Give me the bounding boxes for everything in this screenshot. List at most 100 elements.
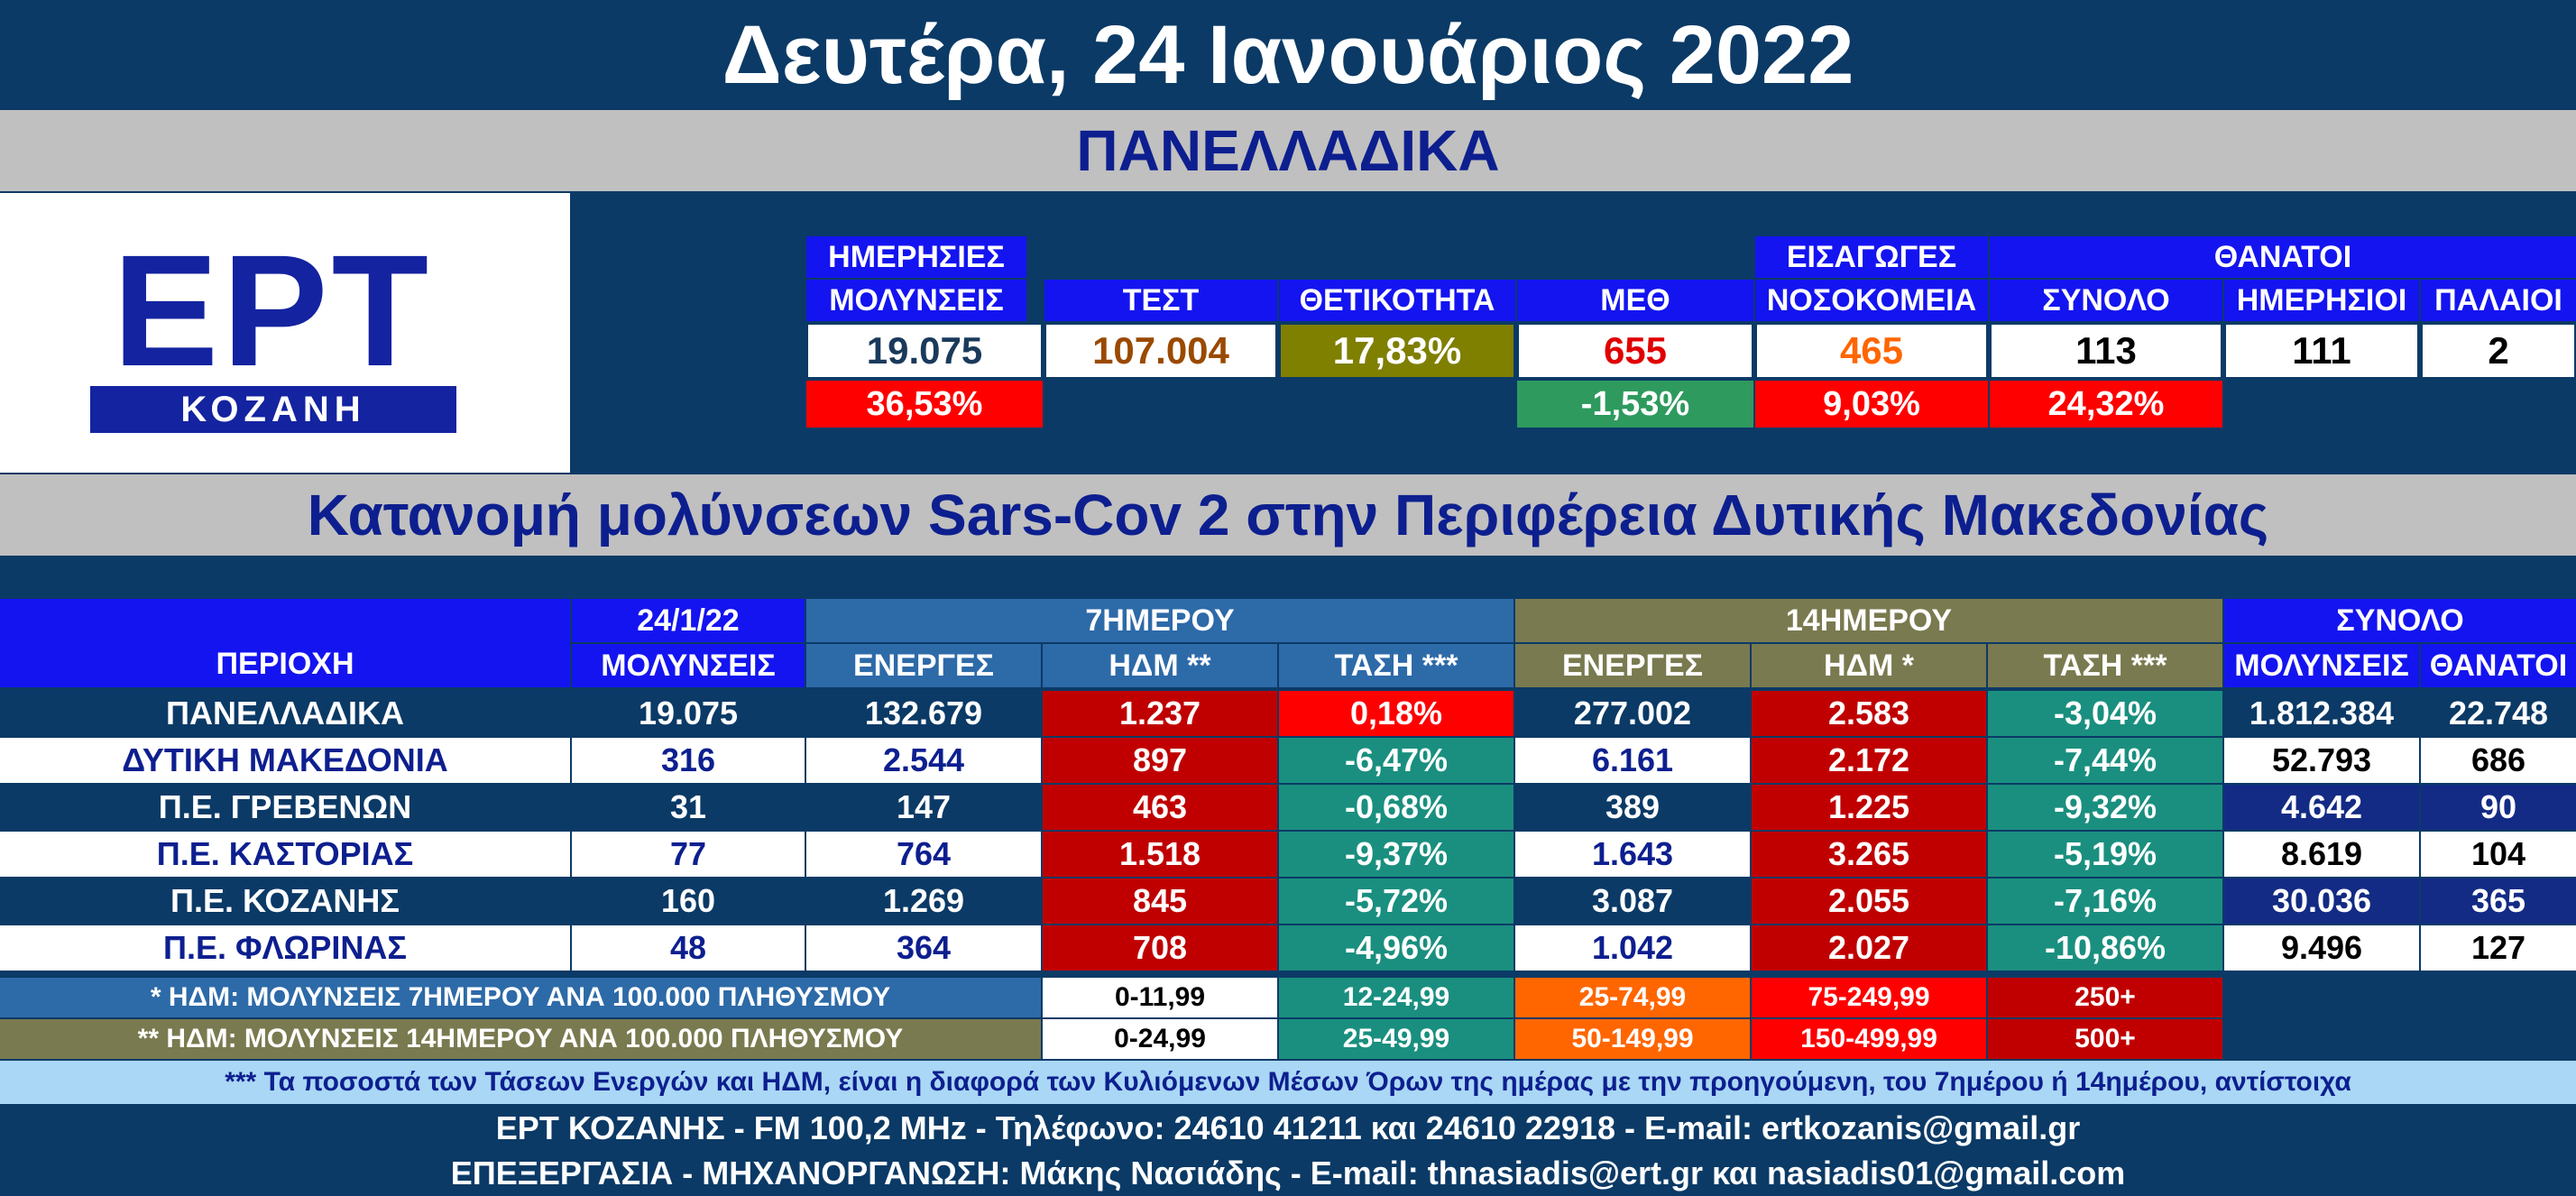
header-trend-7: ΤΑΣΗ *** — [1279, 644, 1513, 687]
table-cell-a7: 764 — [806, 832, 1041, 877]
legend-7-level-5: 250+ — [1988, 978, 2222, 1017]
legend-7-level-4: 75-249,99 — [1752, 978, 1986, 1017]
table-cell-inf: 48 — [572, 925, 805, 971]
header-total: ΣΥΝΟΛΟ — [2224, 599, 2576, 642]
table-cell-a14: 6.161 — [1515, 738, 1750, 783]
deaths-header: ΘΑΝΑΤΟΙ — [1990, 236, 2576, 278]
contact-line: ΕΡΤ ΚΟΖΑΝΗΣ - FM 100,2 MHz - Τηλέφωνο: 2… — [495, 1109, 2081, 1146]
legend-label-14day: ** ΗΔΜ: ΜΟΛΥΝΣΕΙΣ 14ΗΜΕΡΟΥ ΑΝΑ 100.000 Π… — [0, 1019, 1041, 1059]
table-cell-deaths: 104 — [2421, 832, 2576, 877]
credits-line: ΕΠΕΞΕΡΓΑΣΙΑ - ΜΗΧΑΝΟΡΓΑΝΩΣΗ: Μάκης Νασιά… — [450, 1155, 2126, 1191]
legend-label-7day: * ΗΔΜ: ΜΟΛΥΝΣΕΙΣ 7ΗΜΕΡΟΥ ΑΝΑ 100.000 ΠΛΗ… — [0, 978, 1041, 1017]
tests-header: ΤΕΣΤ — [1044, 280, 1277, 321]
header-total-deaths: ΘΑΝΑΤΟΙ — [2421, 644, 2576, 687]
header-active-14: ΕΝΕΡΓΕΣ — [1515, 644, 1750, 687]
admissions-value: 465 — [1755, 323, 1988, 379]
table-cell-h7: 845 — [1043, 879, 1277, 924]
table-cell-inf: 316 — [572, 738, 805, 783]
header-trend-14: ΤΑΣΗ *** — [1988, 644, 2222, 687]
legend-7-level-2: 12-24,99 — [1279, 978, 1513, 1017]
legend-14-level-1: 0-24,99 — [1043, 1019, 1277, 1059]
header-total-infections: ΜΟΛΥΝΣΕΙΣ — [2224, 644, 2419, 687]
table-cell-t7: 0,18% — [1279, 691, 1513, 736]
table-cell-tot: 52.793 — [2224, 738, 2419, 783]
deaths-daily-value: 111 — [2224, 323, 2419, 379]
header-14day: 14ΗΜΕΡΟΥ — [1515, 599, 2222, 642]
table-cell-tot: 9.496 — [2224, 925, 2419, 971]
table-cell-region: Π.Ε. ΦΛΩΡΙΝΑΣ — [0, 925, 570, 971]
admissions-header-1: ΕΙΣΑΓΩΓΕΣ — [1755, 236, 1988, 278]
deaths-daily-header: ΗΜΕΡΗΣΙΟΙ — [2224, 280, 2419, 321]
table-cell-h14: 2.172 — [1752, 738, 1986, 783]
daily-infections-header-2: ΜΟΛΥΝΣΕΙΣ — [806, 280, 1026, 321]
page-title: Δευτέρα, 24 Ιανουάριος 2022 — [722, 8, 1854, 101]
table-cell-a7: 147 — [806, 785, 1041, 830]
ert-logo: ΕΡΤ — [112, 242, 433, 381]
daily-infections-value: 19.075 — [806, 323, 1043, 379]
table-cell-inf: 160 — [572, 879, 805, 924]
header-infections: ΜΟΛΥΝΣΕΙΣ — [572, 644, 805, 687]
table-cell-t14: -10,86% — [1988, 925, 2222, 971]
header-region: ΠΕΡΙΟΧΗ — [0, 599, 570, 687]
table-cell-region: ΠΑΝΕΛΛΑΔΙΚΑ — [0, 691, 570, 736]
table-cell-h7: 463 — [1043, 785, 1277, 830]
table-cell-region: Π.Ε. ΚΟΖΑΝΗΣ — [0, 879, 570, 924]
table-cell-deaths: 22.748 — [2421, 691, 2576, 736]
legend-14-level-2: 25-49,99 — [1279, 1019, 1513, 1059]
table-cell-h14: 3.265 — [1752, 832, 1986, 877]
legend-14-level-5: 500+ — [1988, 1019, 2222, 1059]
admissions-header-2: ΝΟΣΟΚΟΜΕΙΑ — [1755, 280, 1988, 321]
table-cell-tot: 4.642 — [2224, 785, 2419, 830]
table-cell-h7: 1.237 — [1043, 691, 1277, 736]
positivity-header: ΘΕΤΙΚΟΤΗΤΑ — [1279, 280, 1515, 321]
table-cell-t14: -7,16% — [1988, 879, 2222, 924]
table-cell-h14: 2.027 — [1752, 925, 1986, 971]
daily-infections-change: 36,53% — [806, 381, 1043, 428]
table-cell-a14: 389 — [1515, 785, 1750, 830]
table-cell-deaths: 365 — [2421, 879, 2576, 924]
table-cell-inf: 19.075 — [572, 691, 805, 736]
regional-banner: Κατανομή μολύνσεων Sars-Cov 2 στην Περιφ… — [0, 474, 2576, 556]
deaths-old-value: 2 — [2421, 323, 2576, 379]
deaths-total-header: ΣΥΝΟΛΟ — [1990, 280, 2222, 321]
table-cell-a7: 2.544 — [806, 738, 1041, 783]
table-cell-a14: 1.042 — [1515, 925, 1750, 971]
icu-change: -1,53% — [1517, 381, 1753, 428]
table-cell-deaths: 686 — [2421, 738, 2576, 783]
icu-header: ΜΕΘ — [1517, 280, 1753, 321]
icu-value: 655 — [1517, 323, 1753, 379]
table-cell-a14: 3.087 — [1515, 879, 1750, 924]
table-cell-a14: 1.643 — [1515, 832, 1750, 877]
deaths-total-change: 24,32% — [1990, 381, 2222, 428]
header-date: 24/1/22 — [572, 599, 805, 642]
header-7day: 7ΗΜΕΡΟΥ — [806, 599, 1513, 642]
table-cell-inf: 31 — [572, 785, 805, 830]
table-cell-region: ΔΥΤΙΚΗ ΜΑΚΕΔΟΝΙΑ — [0, 738, 570, 783]
legend-7-level-3: 25-74,99 — [1515, 978, 1750, 1017]
legend-14-level-3: 50-149,99 — [1515, 1019, 1750, 1059]
table-cell-t7: -9,37% — [1279, 832, 1513, 877]
table-cell-t14: -7,44% — [1988, 738, 2222, 783]
table-cell-a14: 277.002 — [1515, 691, 1750, 736]
table-cell-deaths: 90 — [2421, 785, 2576, 830]
admissions-change: 9,03% — [1755, 381, 1988, 428]
table-cell-inf: 77 — [572, 832, 805, 877]
table-cell-t7: -4,96% — [1279, 925, 1513, 971]
daily-infections-header-1: ΗΜΕΡΗΣΙΕΣ — [806, 236, 1026, 278]
table-cell-tot: 30.036 — [2224, 879, 2419, 924]
positivity-value: 17,83% — [1279, 323, 1515, 379]
table-cell-a7: 364 — [806, 925, 1041, 971]
legend-7-level-1: 0-11,99 — [1043, 978, 1277, 1017]
tests-value: 107.004 — [1044, 323, 1277, 379]
footnote: *** Τα ποσοστά των Τάσεων Ενεργών και ΗΔ… — [0, 1061, 2576, 1104]
table-cell-t14: -5,19% — [1988, 832, 2222, 877]
table-cell-t14: -9,32% — [1988, 785, 2222, 830]
table-cell-tot: 8.619 — [2224, 832, 2419, 877]
table-cell-a7: 132.679 — [806, 691, 1041, 736]
table-cell-tot: 1.812.384 — [2224, 691, 2419, 736]
table-cell-deaths: 127 — [2421, 925, 2576, 971]
table-cell-h7: 708 — [1043, 925, 1277, 971]
deaths-old-header: ΠΑΛΑΙΟΙ — [2421, 280, 2576, 321]
table-cell-region: Π.Ε. ΓΡΕΒΕΝΩΝ — [0, 785, 570, 830]
legend-14-level-4: 150-499,99 — [1752, 1019, 1986, 1059]
